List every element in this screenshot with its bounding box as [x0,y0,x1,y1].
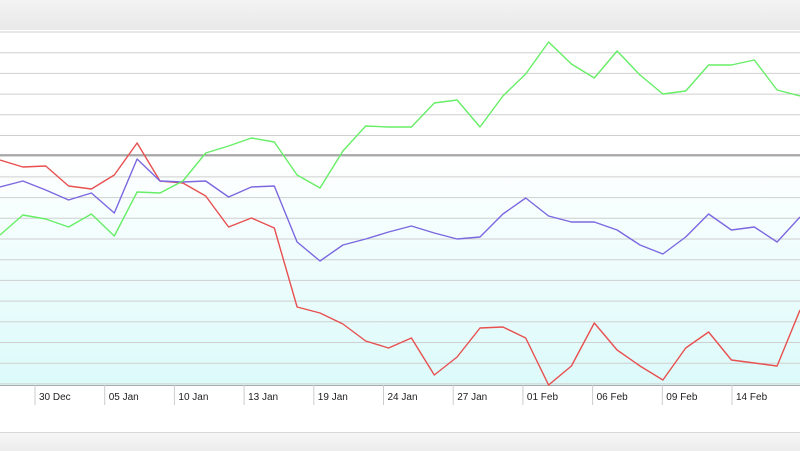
x-tick-label: 30 Dec [39,392,71,403]
x-tick-label: 09 Feb [666,392,698,403]
chart-scrollbar[interactable] [0,432,800,451]
x-tick-label: 24 Jan [388,392,418,403]
series-line-3 [0,41,800,237]
series-line-1 [0,142,800,386]
series-line-2 [0,158,800,262]
x-tick-label: 13 Jan [248,392,278,403]
x-tick-label: 19 Jan [318,392,348,403]
x-tick-label: 27 Jan [457,392,487,403]
chart-top-toolbar [0,0,800,30]
x-tick-label: 14 Feb [736,392,768,403]
x-tick-label: 05 Jan [109,392,139,403]
x-tick-label: 01 Feb [527,392,559,403]
x-tick-label: 10 Jan [178,392,208,403]
series-lines [0,41,800,386]
x-tick-label: 06 Feb [597,392,629,403]
plot-lower-fill [0,155,800,385]
gridlines [0,31,800,385]
